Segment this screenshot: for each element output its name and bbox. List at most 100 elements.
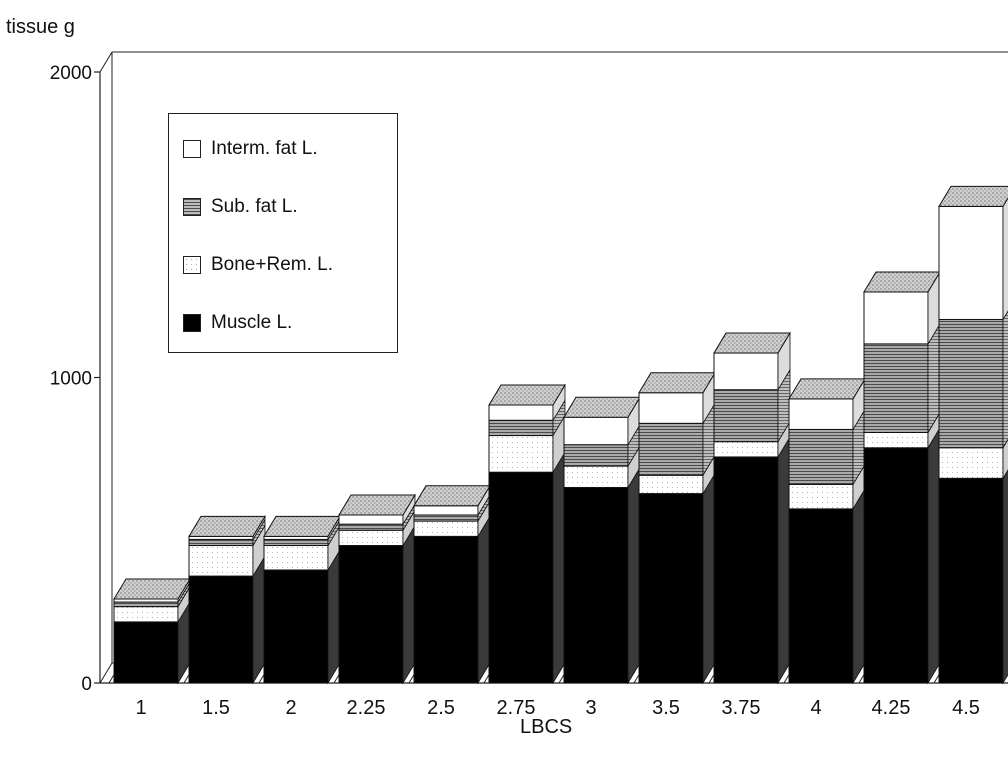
bar-segment <box>713 456 779 684</box>
bar-segment <box>413 520 479 537</box>
bar-segment <box>263 569 329 684</box>
bar-segment-side <box>1002 469 1008 685</box>
bar-segment-side <box>327 548 341 685</box>
bar-top <box>863 271 941 293</box>
x-tick-label: 3.75 <box>722 697 761 719</box>
bar-segment <box>413 535 479 684</box>
bar-segment <box>713 389 779 443</box>
bar-segment <box>263 545 329 571</box>
bar-top <box>788 378 866 400</box>
bar-segment <box>413 505 479 516</box>
x-tick-label: 3 <box>585 697 596 719</box>
bar-segment <box>788 428 854 485</box>
x-tick-label: 4 <box>810 697 821 719</box>
bar-top <box>113 578 191 600</box>
legend-item-muscle: Muscle L. <box>183 312 292 334</box>
bar-segment-side <box>552 450 566 685</box>
x-tick-label: 4.25 <box>872 697 911 719</box>
bar-segment <box>338 514 404 525</box>
bar-segment <box>488 404 554 421</box>
legend-item-bone-rem: Bone+Rem. L. <box>183 254 333 276</box>
axis-depth-line <box>99 51 113 73</box>
x-axis-title: LBCS <box>520 716 573 738</box>
x-tick-label: 3.5 <box>652 697 680 719</box>
legend-label: Interm. fat L. <box>211 138 318 159</box>
bar-segment-side <box>1002 197 1008 321</box>
y-tick-label: 0 <box>81 674 92 695</box>
bar-segment-side <box>627 466 641 685</box>
bar-segment <box>488 471 554 684</box>
bar-segment <box>563 465 629 488</box>
bar-top <box>338 494 416 516</box>
bar-segment <box>563 444 629 467</box>
bar-segment <box>788 483 854 510</box>
bar-segment <box>938 205 1004 320</box>
axis-labels: 0 1000 2000 1 1.5 2 2.25 2.5 2.75 3 3.5 3.75 4 4.25 4.… <box>50 63 980 719</box>
bar-segment <box>863 447 929 684</box>
bar-segment-side <box>402 524 416 685</box>
bar-segment <box>788 508 854 684</box>
bar-top <box>488 384 566 406</box>
bar-segment <box>713 352 779 391</box>
bar-top <box>188 515 266 537</box>
bar-segment-side <box>1002 438 1008 480</box>
bar-segment <box>638 493 704 684</box>
bar-segment <box>563 486 629 684</box>
bar-top <box>938 185 1008 207</box>
y-tick-label: 1000 <box>50 369 92 390</box>
bar-segment-side <box>252 554 266 685</box>
legend-swatch-solid <box>183 314 201 332</box>
bar-segment <box>263 538 329 547</box>
bar-segment <box>413 514 479 522</box>
legend-item-sub-fat: Sub. fat L. <box>183 196 298 218</box>
bar-segment <box>788 398 854 430</box>
bar-segment <box>638 422 704 476</box>
bar-segment-side <box>1002 310 1008 450</box>
x-tick-label: 1.5 <box>202 697 230 719</box>
bar-segment-side <box>702 472 716 685</box>
x-tick-label: 2.25 <box>347 697 386 719</box>
bar-segment <box>338 545 404 684</box>
bar-top <box>263 515 341 537</box>
bar-segment <box>113 601 179 608</box>
legend: Interm. fat L. Sub. fat L. Bone+Rem. L. … <box>168 113 398 353</box>
bar-segment <box>863 343 929 433</box>
bar-segment-side <box>477 514 491 685</box>
bar-segment <box>713 441 779 458</box>
legend-swatch-plain <box>183 140 201 158</box>
bar-top <box>413 485 491 507</box>
legend-label: Sub. fat L. <box>211 196 298 217</box>
bar-top <box>713 332 791 354</box>
bar-segment-side <box>927 426 941 685</box>
legend-label: Muscle L. <box>211 312 293 333</box>
bar-segment <box>863 431 929 449</box>
legend-label: Bone+Rem. L. <box>211 254 333 275</box>
x-tick-label: 1 <box>135 697 146 719</box>
bar-top <box>638 372 716 394</box>
legend-swatch-dotted <box>183 256 201 274</box>
bar-segment-side <box>777 435 791 685</box>
bar-segment <box>113 621 179 684</box>
bar-segment <box>188 575 254 684</box>
bar-segment <box>188 545 254 577</box>
legend-swatch-hatched <box>183 198 201 216</box>
x-tick-label: 2.75 <box>497 697 536 719</box>
bar-segment-side <box>852 487 866 685</box>
bar-segment <box>638 474 704 495</box>
x-tick-label: 2.5 <box>427 697 455 719</box>
bars <box>113 185 1008 685</box>
legend-item-interm-fat: Interm. fat L. <box>183 138 318 160</box>
x-tick-label: 2 <box>285 697 296 719</box>
bar-segment <box>488 435 554 473</box>
bar-top <box>563 396 641 418</box>
bar-segment <box>938 477 1004 684</box>
bar-segment <box>188 538 254 547</box>
bar-segment <box>338 529 404 547</box>
y-tick-label: 2000 <box>50 63 92 84</box>
axis-depth-line <box>99 662 113 684</box>
bar-segment <box>113 606 179 623</box>
bar-segment <box>938 318 1004 449</box>
x-tick-label: 4.5 <box>952 697 980 719</box>
bar-segment <box>863 291 929 345</box>
